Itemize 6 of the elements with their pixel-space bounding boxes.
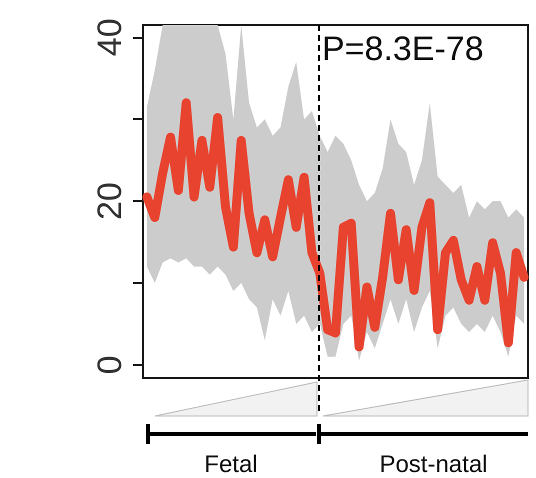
text: Post-natal bbox=[379, 451, 488, 478]
y-tick-label: 0 bbox=[91, 355, 129, 374]
y-tick-label: 40 bbox=[91, 18, 129, 56]
annotation: P=8.3E-78 bbox=[322, 30, 484, 68]
text: Fetal bbox=[204, 451, 258, 478]
y-tick-label: 20 bbox=[91, 182, 129, 220]
